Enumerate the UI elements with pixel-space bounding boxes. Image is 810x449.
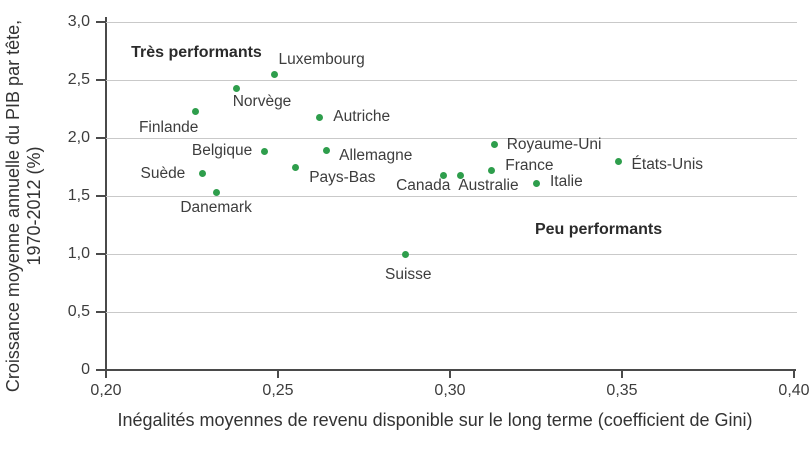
x-tick-label-0,40: 0,40 (778, 382, 810, 399)
y-tick-label-0: 0 (81, 361, 90, 378)
y-tick-1,0 (96, 253, 105, 255)
point-label-danemark: Danemark (180, 198, 252, 216)
y-tick-1,5 (96, 195, 105, 197)
x-tick-label-0,30: 0,30 (434, 382, 466, 399)
data-point-norvege (233, 84, 241, 92)
point-label-etats-unis: États-Unis (631, 156, 704, 174)
y-tick-label-2,0: 2,0 (67, 129, 90, 146)
y-tick-label-1,0: 1,0 (67, 245, 90, 262)
gridline-y-1,0 (106, 254, 797, 255)
point-label-luxembourg: Luxembourg (278, 51, 365, 69)
annotation-tres-performants: Très performants (131, 43, 262, 61)
data-point-autriche (315, 113, 323, 121)
y-axis-line (105, 17, 107, 371)
data-point-italie (532, 179, 540, 187)
x-tick-0,20 (105, 371, 107, 378)
point-label-finlande: Finlande (138, 119, 199, 137)
x-tick-0,30 (449, 371, 451, 378)
y-tick-label-3,0: 3,0 (67, 13, 90, 30)
point-label-france: France (505, 157, 554, 175)
annotation-peu-performants: Peu performants (534, 221, 663, 239)
point-label-australie: Australie (458, 177, 519, 195)
point-label-norvege: Norvège (232, 93, 292, 111)
point-label-italie: Italie (550, 173, 583, 191)
data-point-etats-unis (615, 157, 623, 165)
gridline-y-3,0 (106, 22, 797, 23)
y-tick-3,0 (96, 21, 105, 23)
point-label-belgique: Belgique (191, 141, 253, 159)
gridline-y-2,0 (106, 138, 797, 139)
data-point-australie (456, 171, 464, 179)
y-tick-label-1,5: 1,5 (67, 187, 90, 204)
y-tick-2,5 (96, 79, 105, 81)
data-point-pays-bas (291, 163, 299, 171)
point-label-autriche: Autriche (333, 108, 391, 126)
data-point-suede (198, 170, 206, 178)
data-point-finlande (191, 107, 199, 115)
data-point-allemagne (322, 147, 330, 155)
x-tick-0,40 (793, 371, 795, 378)
data-point-danemark (212, 189, 220, 197)
data-point-belgique (260, 148, 268, 156)
gridline-y-2,5 (106, 80, 797, 81)
point-label-royaume-uni: Royaume-Uni (506, 135, 602, 153)
x-axis-line (105, 369, 796, 371)
y-tick-0,5 (96, 311, 105, 313)
point-label-suede: Suède (140, 164, 186, 182)
y-tick-0 (96, 369, 105, 371)
y-axis-title: Croissance moyenne annuelle du PIB par t… (3, 0, 45, 412)
point-label-allemagne: Allemagne (339, 146, 413, 164)
y-axis-title-line1: Croissance moyenne annuelle du PIB par t… (3, 19, 23, 393)
point-label-canada: Canada (396, 177, 451, 195)
y-axis-title-line2: 1970-2012 (%) (24, 146, 44, 266)
x-tick-label-0,35: 0,35 (606, 382, 638, 399)
x-tick-label-0,20: 0,20 (90, 382, 122, 399)
data-point-suisse (401, 250, 409, 258)
data-point-royaume-uni (491, 141, 499, 149)
data-point-france (487, 166, 495, 174)
plot-area: 0 0,5 1,0 1,5 2,0 2,5 3,0 0,20 0,25 0,30 0,35 0,40 F… (68, 13, 810, 399)
x-tick-0,25 (277, 371, 279, 378)
data-point-canada (439, 171, 447, 179)
y-tick-label-2,5: 2,5 (67, 71, 90, 88)
data-point-luxembourg (271, 70, 279, 78)
gridline-y-0,5 (106, 312, 797, 313)
y-tick-label-0,5: 0,5 (67, 303, 90, 320)
x-tick-label-0,25: 0,25 (262, 382, 294, 399)
point-label-suisse: Suisse (385, 266, 432, 283)
point-label-pays-bas: Pays-Bas (309, 169, 376, 186)
gridline-y-1,5 (106, 196, 797, 197)
x-axis-title: Inégalités moyennes de revenu disponible… (117, 410, 753, 430)
y-tick-2,0 (96, 137, 105, 139)
x-tick-0,35 (621, 371, 623, 378)
